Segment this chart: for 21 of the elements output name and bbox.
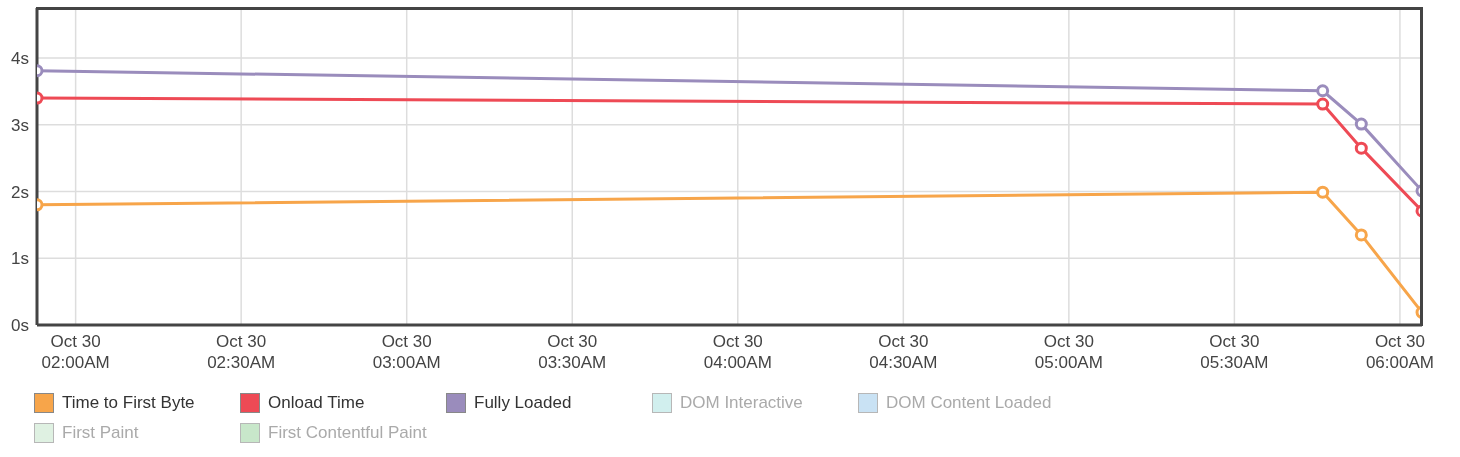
- x-tick-label: Oct 30 06:00AM: [1365, 332, 1434, 372]
- x-tick-label: Oct 30 03:30AM: [538, 332, 607, 372]
- y-tick-label: 4s: [11, 49, 29, 69]
- x-tick-label: Oct 30 05:30AM: [1200, 332, 1269, 372]
- x-tick-label: Oct 30 02:00AM: [41, 332, 110, 372]
- legend-label: Onload Time: [268, 393, 365, 413]
- y-tick-label: 2s: [11, 182, 29, 202]
- legend-label: DOM Content Loaded: [886, 393, 1052, 413]
- y-tick-label: 1s: [11, 249, 29, 269]
- x-tick-label: Oct 30 03:00AM: [372, 332, 441, 372]
- y-tick-label: 0s: [11, 316, 29, 336]
- x-tick-label: Oct 30 02:30AM: [207, 332, 276, 372]
- legend-label: Time to First Byte: [62, 393, 195, 413]
- legend-label: DOM Interactive: [680, 393, 803, 413]
- legend-label: First Contentful Paint: [268, 423, 427, 443]
- x-tick-label: Oct 30 04:00AM: [703, 332, 772, 372]
- x-tick-label: Oct 30 04:30AM: [869, 332, 938, 372]
- y-tick-label: 3s: [11, 115, 29, 135]
- x-tick-label: Oct 30 05:00AM: [1034, 332, 1103, 372]
- legend-label: First Paint: [62, 423, 139, 443]
- legend-label: Fully Loaded: [474, 393, 572, 413]
